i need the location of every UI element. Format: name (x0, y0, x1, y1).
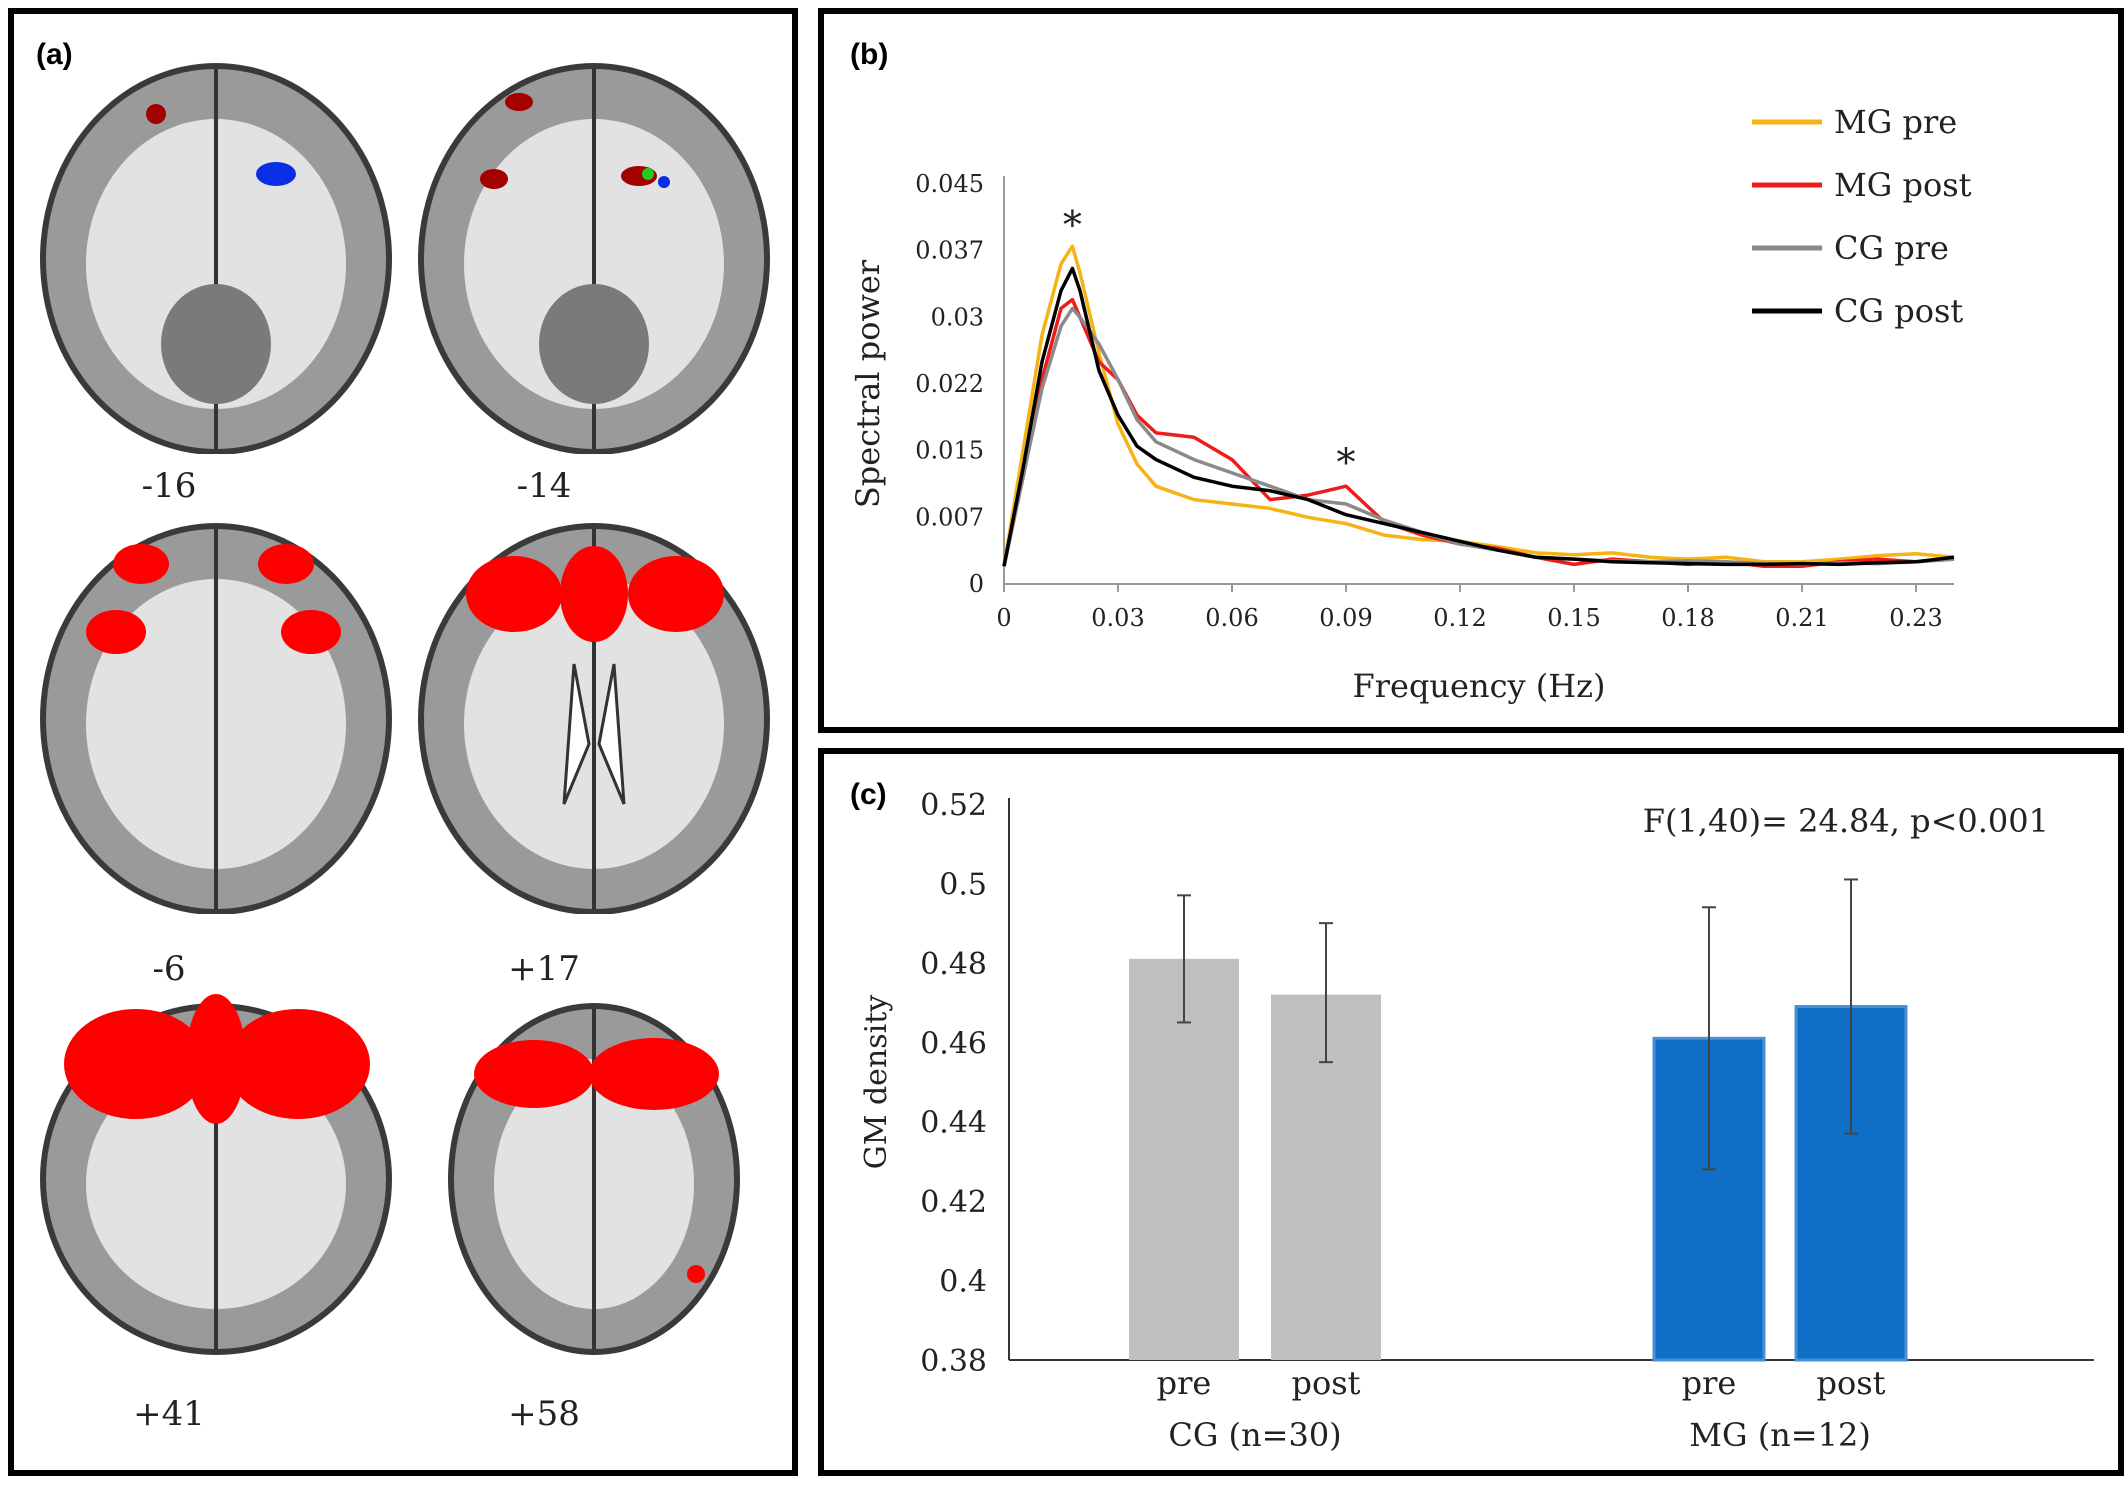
brain-slice-image (418, 63, 770, 455)
y-tick-label: 0.4 (939, 1265, 987, 1300)
ventricle-right (597, 663, 626, 805)
cluster-blue (658, 176, 670, 188)
panel-b: (b) 0 0.03 0.06 0.09 0.12 0.15 0.18 0.21 0.23 0 0.… (818, 8, 2124, 733)
legend-label: CG post (1834, 292, 1963, 330)
slice-label: -14 (516, 466, 572, 506)
y-tick-label: 0 (969, 570, 984, 598)
cluster-red-1 (64, 1009, 208, 1119)
ventricle-left (562, 663, 591, 805)
x-tick-label: 0.12 (1433, 604, 1486, 632)
x-axis-title: Frequency (Hz) (1353, 667, 1606, 705)
y-tick-label: 0.52 (920, 788, 987, 823)
cluster-red-3 (687, 1265, 705, 1283)
brain-slice-1 (36, 54, 396, 455)
x-tick-label: 0 (996, 604, 1011, 632)
y-tick-label: 0.38 (920, 1344, 987, 1379)
panel-a-label: (a) (36, 38, 73, 71)
stats-annotation: F(1,40)= 24.84, p<0.001 (1643, 802, 2049, 840)
y-tick-label: 0.03 (931, 303, 984, 331)
cerebellum (539, 284, 649, 404)
y-tick-label: 0.5 (939, 867, 987, 902)
panel-b-label: (b) (850, 38, 889, 71)
series-line-4 (1002, 266, 1955, 567)
series-line-1 (1002, 244, 1955, 567)
slice-label: +41 (133, 1394, 205, 1434)
cluster-dark-red (505, 93, 533, 111)
legend-label: MG pre (1834, 103, 1957, 141)
brain-slice-image (418, 523, 770, 915)
y-axis-title: GM density (859, 995, 894, 1170)
cluster-red-3 (86, 610, 146, 654)
significance-marker: * (1063, 203, 1082, 247)
slice-label: -16 (141, 466, 197, 506)
y-tick-label: 0.037 (915, 237, 984, 265)
bar-category-label: pre (1682, 1364, 1737, 1402)
x-tick-label: 0.03 (1091, 604, 1144, 632)
y-tick-label: 0.022 (915, 370, 984, 398)
cluster-green (642, 168, 654, 180)
brain-slice-image (448, 1003, 740, 1355)
y-tick-label: 0.42 (920, 1185, 987, 1220)
cluster-red-3 (226, 1009, 370, 1119)
y-tick-label: 0.44 (920, 1106, 987, 1141)
cerebellum (161, 284, 271, 404)
y-tick-label: 0.48 (920, 947, 987, 982)
bar-category-label: post (1816, 1364, 1885, 1402)
x-tick-label: 0.15 (1547, 604, 1600, 632)
y-axis-title: Spectral power (849, 259, 887, 508)
brain-slice-image (40, 523, 392, 915)
group-label: MG (n=12) (1689, 1416, 1871, 1454)
cluster-red-2 (186, 994, 246, 1124)
cluster-dark-red (146, 104, 166, 124)
y-tick-label: 0.045 (915, 170, 984, 198)
brain-slice-3 (36, 514, 396, 915)
brain-slice-4 (414, 514, 774, 915)
cluster-red-1 (466, 556, 562, 632)
slice-label: +58 (508, 1394, 580, 1434)
cluster-red-1 (474, 1040, 594, 1108)
gm-density-chart: 0.38 0.4 0.42 0.44 0.46 0.48 0.5 0.52 GM density… (859, 788, 2094, 1454)
cluster-red-2 (589, 1038, 719, 1110)
y-tick-label: 0.007 (915, 503, 984, 531)
brain-slice-5 (36, 974, 396, 1374)
cluster-red-3 (628, 556, 724, 632)
x-tick-label: 0.23 (1889, 604, 1942, 632)
bar-category-label: post (1291, 1364, 1360, 1402)
panel-c: (c) 0.38 0.4 0.42 0.44 0.46 0.48 0.5 0.52 GM den… (818, 748, 2124, 1476)
cluster-dark-red-2 (480, 169, 508, 189)
brain-slice-image (40, 994, 392, 1355)
group-label: CG (n=30) (1168, 1416, 1341, 1454)
y-tick-label: 0.015 (915, 437, 984, 465)
cluster-blue (256, 162, 296, 186)
bar-category-label: pre (1157, 1364, 1212, 1402)
cluster-red-2 (258, 544, 314, 584)
legend-label: MG post (1834, 166, 1972, 204)
x-tick-label: 0.09 (1319, 604, 1372, 632)
legend-label: CG pre (1834, 229, 1949, 267)
cluster-red-1 (113, 544, 169, 584)
slice-label: -6 (152, 949, 186, 989)
panel-c-label: (c) (850, 778, 887, 811)
x-tick-label: 0.21 (1775, 604, 1828, 632)
significance-marker: * (1337, 440, 1356, 484)
brain-slice-6 (414, 974, 774, 1374)
series-line-3 (1002, 306, 1955, 567)
slice-label: +17 (508, 949, 580, 989)
bar (1129, 958, 1239, 1360)
spectral-power-chart: 0 0.03 0.06 0.09 0.12 0.15 0.18 0.21 0.23 0 0.007 0… (849, 103, 1972, 705)
brain-slice-2 (414, 54, 774, 455)
x-tick-label: 0.06 (1205, 604, 1258, 632)
brain-slice-image (40, 63, 392, 455)
cluster-red-2 (560, 546, 628, 642)
x-tick-label: 0.18 (1661, 604, 1714, 632)
panel-a: (a) -16 -14 -6 +17 +41 +58 (8, 8, 798, 1476)
y-tick-label: 0.46 (920, 1026, 987, 1061)
cluster-red-4 (281, 610, 341, 654)
